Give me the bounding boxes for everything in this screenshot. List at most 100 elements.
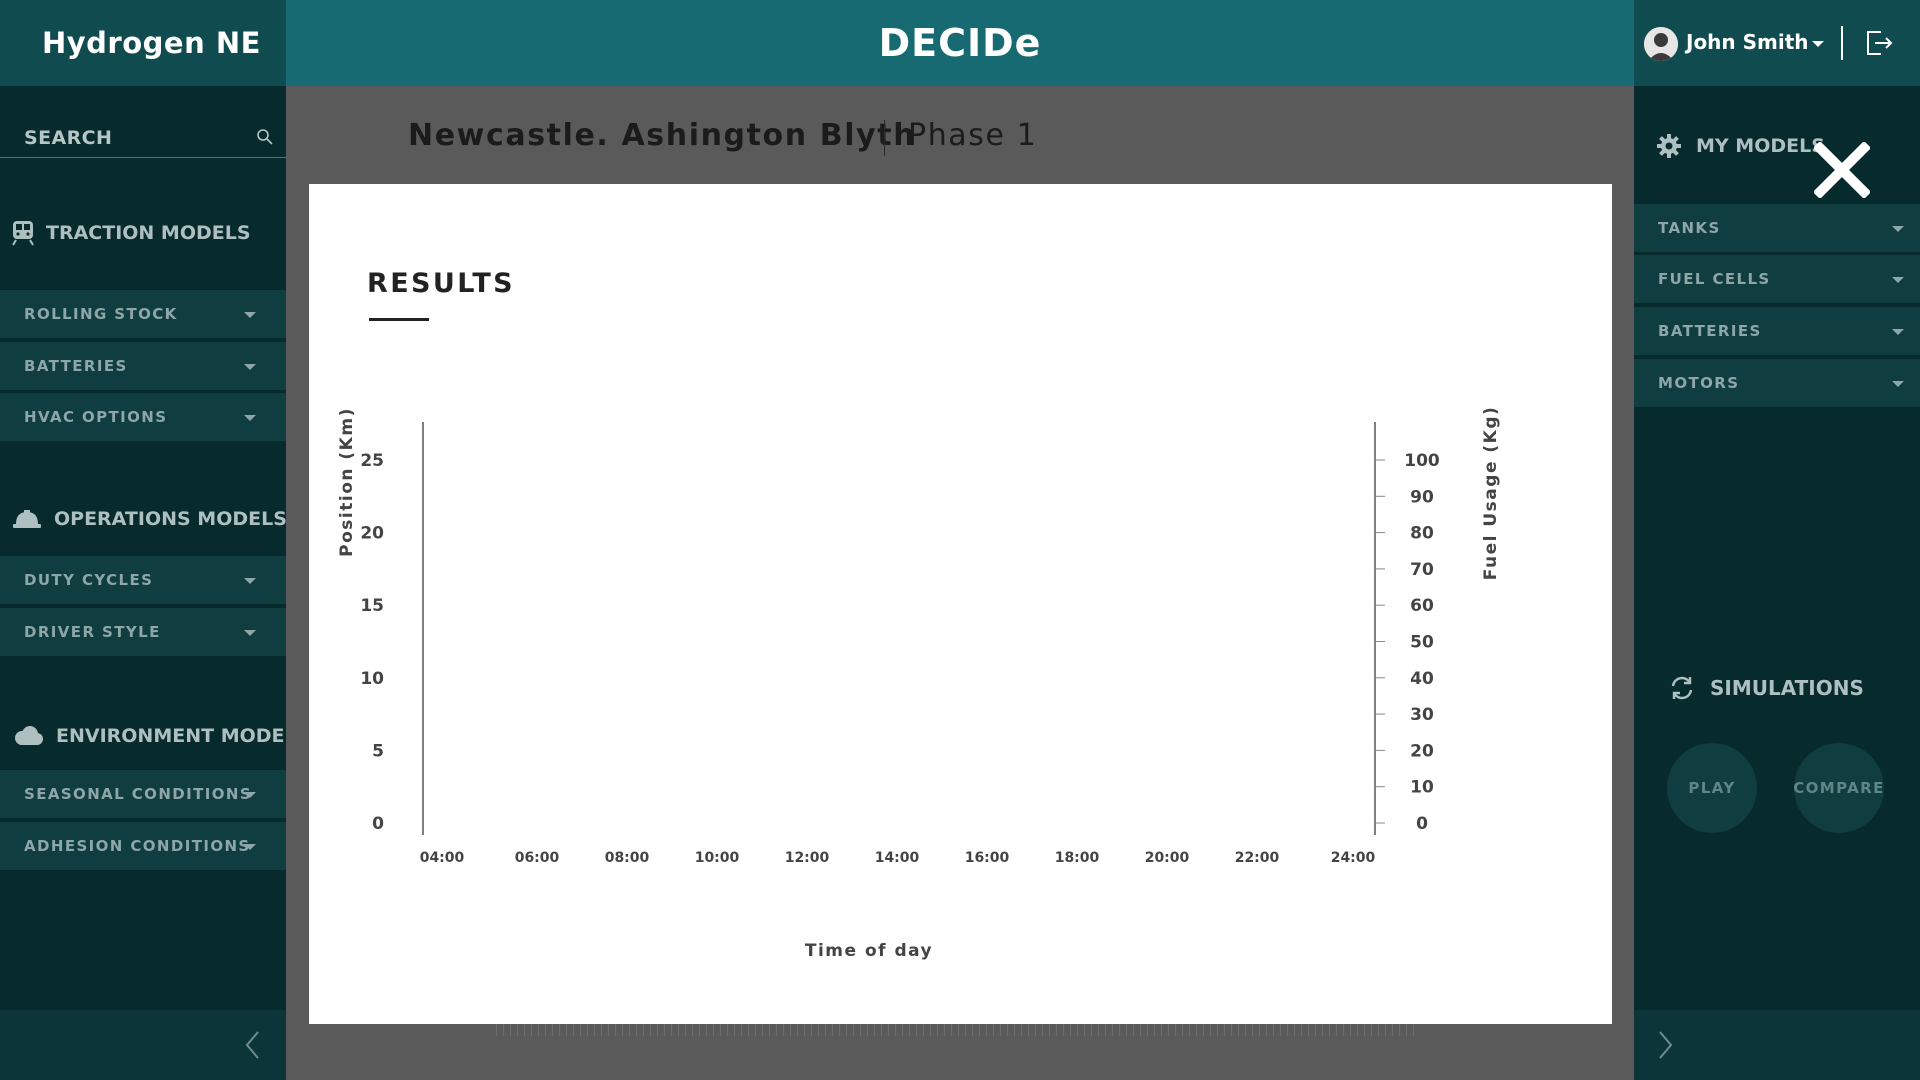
menu-item-hvac-options[interactable]: HVAC OPTIONS (0, 393, 286, 443)
menu-item-seasonal-conditions[interactable]: SEASONAL CONDITIONS (0, 770, 286, 820)
x-tick-label: 12:00 (785, 850, 830, 866)
y2-tick-label: 80 (1410, 524, 1434, 544)
chevron-right-icon[interactable] (1658, 1030, 1674, 1060)
train-icon (12, 221, 34, 246)
menu-item-adhesion-conditions[interactable]: ADHESION CONDITIONS (0, 822, 286, 872)
page-phase: Phase 1 (908, 118, 1038, 153)
x-tick-label: 22:00 (1235, 850, 1280, 866)
hard-hat-icon (13, 510, 41, 528)
y-tick-label: 20 (360, 524, 384, 544)
results-modal: RESULTS 0 5 10 15 20 25 0 10 20 30 40 50 60 70 80 90 100… (309, 184, 1612, 1024)
results-title: RESULTS (367, 268, 516, 299)
caret-down-icon (1892, 381, 1904, 387)
y2-tick-label: 50 (1410, 633, 1434, 653)
x-tick-label: 24:00 (1331, 850, 1376, 866)
y2-tick-label: 30 (1410, 705, 1434, 725)
menu-item-label: ROLLING STOCK (24, 305, 178, 323)
model-item-tanks[interactable]: TANKS (1634, 204, 1920, 254)
operations-models-title: OPERATIONS MODELS (54, 508, 287, 530)
x-tick-label: 10:00 (695, 850, 740, 866)
environment-models-heading: ENVIRONMENT MODELS (0, 716, 310, 756)
environment-models-title: ENVIRONMENT MODELS (56, 725, 311, 747)
logout-icon[interactable] (1864, 28, 1894, 58)
user-avatar-icon (1644, 27, 1678, 61)
y-tick-label: 25 (360, 451, 384, 471)
caret-down-icon (244, 630, 256, 636)
avatar[interactable] (1644, 27, 1678, 61)
refresh-icon (1671, 676, 1693, 700)
y2-tick-label: 60 (1410, 596, 1434, 616)
close-icon[interactable] (1814, 142, 1870, 198)
x-axis-label: Time of day (805, 941, 933, 961)
y-tick-label: 0 (372, 814, 384, 834)
caret-down-icon (244, 415, 256, 421)
y2-tick-label: 100 (1404, 451, 1440, 471)
user-name[interactable]: John Smith (1686, 30, 1809, 54)
title-divider (884, 120, 885, 156)
search-input[interactable]: SEARCH (0, 118, 286, 158)
user-divider (1841, 26, 1843, 60)
caret-down-icon (244, 364, 256, 370)
model-item-label: TANKS (1658, 219, 1721, 237)
caret-down-icon (244, 312, 256, 318)
menu-item-duty-cycles[interactable]: DUTY CYCLES (0, 556, 286, 606)
model-item-label: MOTORS (1658, 374, 1740, 392)
left-collapse-bar[interactable] (0, 1010, 286, 1080)
my-models-title: MY MODELS (1696, 135, 1825, 157)
timeline-ticks (496, 1024, 1420, 1036)
model-item-motors[interactable]: MOTORS (1634, 359, 1920, 409)
x-tick-label: 08:00 (605, 850, 650, 866)
brand-title: Hydrogen NE (0, 0, 286, 86)
y-tick-label: 10 (360, 669, 384, 689)
model-item-label: BATTERIES (1658, 322, 1762, 340)
y2-tick-label: 20 (1410, 741, 1434, 761)
y-tick-label: 15 (360, 596, 384, 616)
cloud-icon (15, 726, 43, 745)
y2-axis-label: Fuel Usage (Kg) (1481, 406, 1501, 581)
y2-tick-label: 70 (1410, 560, 1434, 580)
menu-item-label: ADHESION CONDITIONS (24, 837, 251, 855)
x-tick-label: 18:00 (1055, 850, 1100, 866)
menu-item-label: DUTY CYCLES (24, 571, 154, 589)
menu-item-driver-style[interactable]: DRIVER STYLE (0, 608, 286, 658)
y2-tick-label: 10 (1410, 778, 1434, 798)
model-item-fuel-cells[interactable]: FUEL CELLS (1634, 255, 1920, 305)
x-tick-label: 20:00 (1145, 850, 1190, 866)
compare-button[interactable]: COMPARE (1793, 743, 1884, 833)
left-sidebar: Hydrogen NE SEARCH TRACTION MODELS ROLLI… (0, 0, 310, 1080)
user-menu-caret-icon[interactable] (1812, 41, 1824, 47)
x-tick-label: 04:00 (420, 850, 465, 866)
search-icon[interactable] (256, 128, 274, 146)
simulations-heading: SIMULATIONS (1668, 668, 1864, 708)
x-tick-label: 16:00 (965, 850, 1010, 866)
right-collapse-bar[interactable] (1634, 1010, 1920, 1080)
menu-item-label: BATTERIES (24, 357, 128, 375)
play-button[interactable]: PLAY (1667, 743, 1757, 833)
traction-models-title: TRACTION MODELS (46, 222, 251, 244)
menu-item-label: HVAC OPTIONS (24, 408, 168, 426)
search-label: SEARCH (24, 126, 113, 149)
model-item-label: FUEL CELLS (1658, 270, 1771, 288)
x-tick-label: 14:00 (875, 850, 920, 866)
x-tick-label: 06:00 (515, 850, 560, 866)
chevron-left-icon[interactable] (244, 1030, 260, 1060)
caret-down-icon (1892, 329, 1904, 335)
model-item-batteries[interactable]: BATTERIES (1634, 307, 1920, 357)
caret-down-icon (244, 792, 256, 798)
app-title: DECIDe (878, 21, 1042, 65)
simulations-title: SIMULATIONS (1710, 676, 1864, 700)
menu-item-rolling-stock[interactable]: ROLLING STOCK (0, 290, 286, 340)
user-area: John Smith (1634, 0, 1920, 86)
menu-item-label: DRIVER STYLE (24, 623, 161, 641)
y2-tick-label: 40 (1410, 669, 1434, 689)
results-chart: 0 5 10 15 20 25 0 10 20 30 40 50 60 70 80 90 100 04:00 06:… (337, 406, 1501, 961)
right-sidebar: John Smith MY MODELS TANKS FUE (1634, 0, 1920, 1080)
results-underline (369, 318, 429, 321)
y-axis-label: Position (Km) (337, 407, 357, 557)
caret-down-icon (244, 844, 256, 850)
app-header: DECIDe (286, 0, 1634, 86)
caret-down-icon (244, 578, 256, 584)
menu-item-batteries[interactable]: BATTERIES (0, 342, 286, 392)
traction-models-heading: TRACTION MODELS (0, 213, 300, 253)
page-title: Newcastle. Ashington Blyth (408, 118, 917, 153)
